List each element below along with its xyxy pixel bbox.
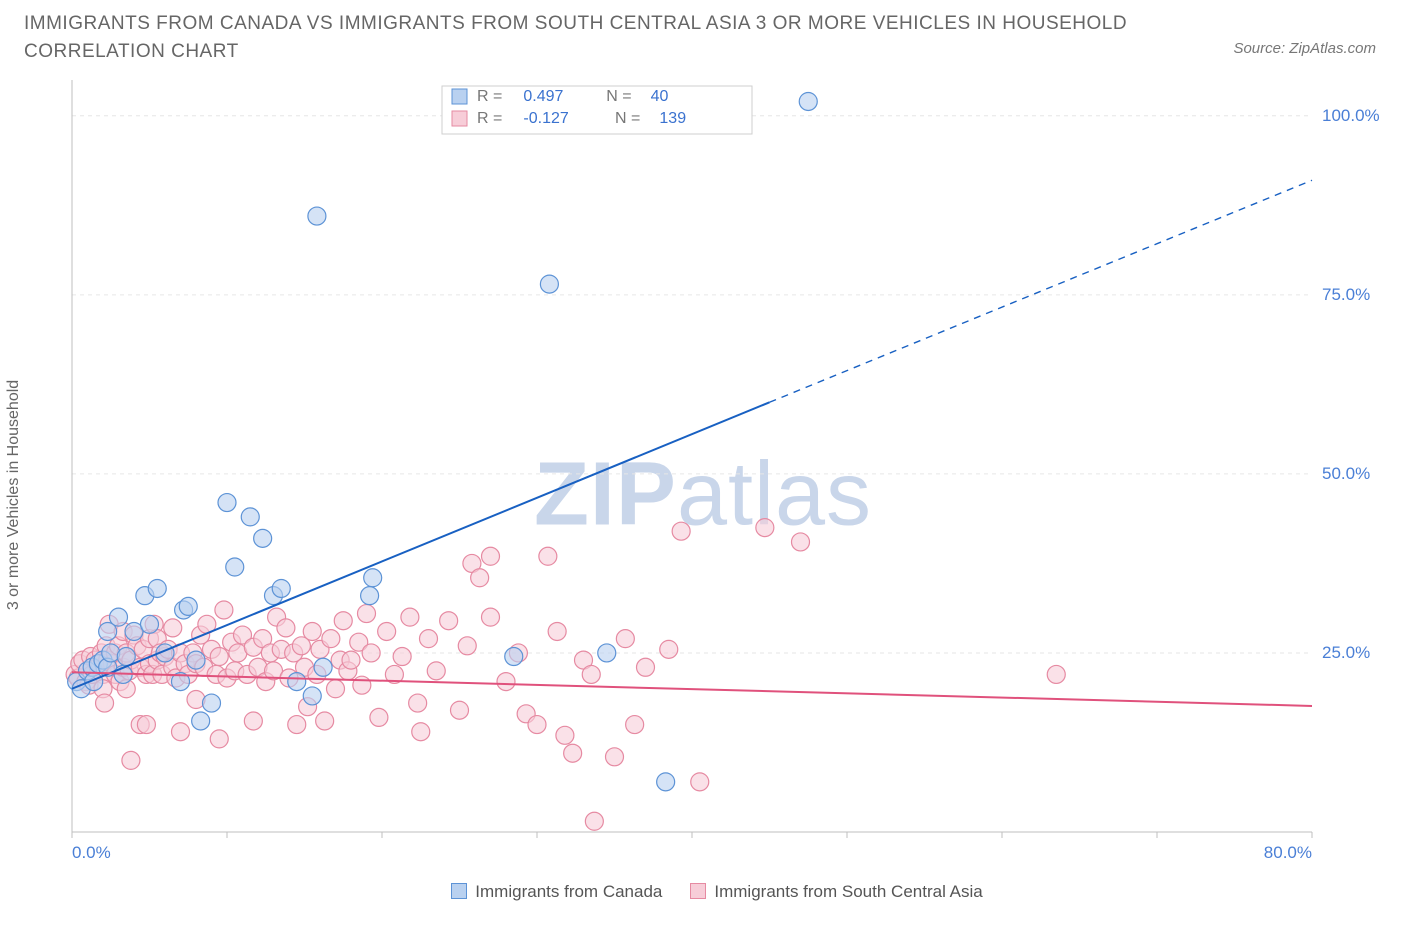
svg-text:50.0%: 50.0% [1322, 464, 1370, 483]
svg-text:0.497: 0.497 [523, 88, 563, 105]
svg-text:-0.127: -0.127 [523, 110, 568, 127]
svg-text:N =: N = [615, 110, 640, 127]
svg-text:R =: R = [477, 88, 502, 105]
svg-text:0.0%: 0.0% [72, 843, 111, 862]
svg-text:139: 139 [659, 110, 686, 127]
legend-bottom: Immigrants from Canada Immigrants from So… [24, 882, 1382, 902]
legend-label: Immigrants from South Central Asia [714, 882, 982, 901]
legend-swatch [690, 883, 706, 899]
svg-text:100.0%: 100.0% [1322, 106, 1380, 125]
page-title: IMMIGRANTS FROM CANADA VS IMMIGRANTS FRO… [24, 10, 1144, 65]
source-label: Source: ZipAtlas.com [1233, 40, 1376, 57]
chart-page: IMMIGRANTS FROM CANADA VS IMMIGRANTS FRO… [0, 0, 1406, 930]
scatter-plot: 25.0% 50.0% 75.0% 100.0% 0.0% 80.0% R = 0.497 N… [62, 80, 1382, 880]
svg-text:R =: R = [477, 110, 502, 127]
chart-container: 3 or more Vehicles in Household ZIPatlas… [24, 80, 1382, 910]
svg-text:25.0%: 25.0% [1322, 643, 1370, 662]
legend-label: Immigrants from Canada [475, 882, 662, 901]
legend-swatch [451, 883, 467, 899]
svg-text:80.0%: 80.0% [1264, 843, 1312, 862]
y-axis-label: 3 or more Vehicles in Household [5, 380, 23, 610]
svg-text:N =: N = [606, 88, 631, 105]
svg-text:40: 40 [651, 88, 669, 105]
svg-text:75.0%: 75.0% [1322, 285, 1370, 304]
